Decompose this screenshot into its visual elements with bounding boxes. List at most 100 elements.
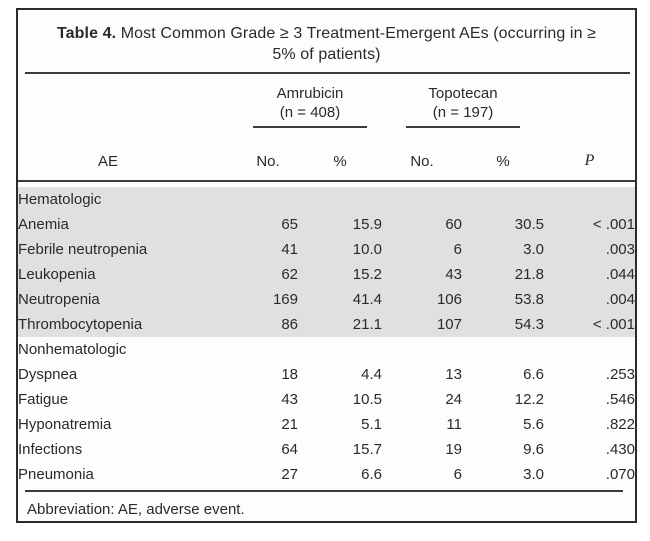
empty-header-cell — [18, 74, 238, 128]
p-value-cell: < .001 — [592, 316, 635, 333]
amrubicin-pct-cell: 4.4 — [361, 366, 382, 383]
p-value-cell: .546 — [605, 391, 635, 408]
topotecan-pct-cell: 21.8 — [514, 266, 544, 283]
topotecan-pct-cell: 53.8 — [514, 291, 544, 308]
amrubicin-no-cell: 62 — [281, 266, 298, 283]
column-header-p: P — [544, 128, 635, 182]
amrubicin-pct-cell: 15.9 — [352, 216, 382, 233]
section-label-row: Hematologic — [18, 187, 635, 212]
ae-name-cell: Leukopenia — [18, 266, 96, 283]
table-title-label: Table 4. — [56, 25, 117, 42]
p-value-cell: .003 — [605, 241, 635, 258]
ae-name-cell: Infections — [18, 441, 83, 458]
p-value-cell: .044 — [605, 266, 635, 283]
column-header-ae: AE — [18, 128, 238, 182]
topotecan-no-cell: 106 — [436, 291, 462, 308]
ae-row: Neutropenia 169 41.4 106 53.8 .004 — [18, 287, 635, 312]
amrubicin-pct-cell: 5.1 — [361, 416, 382, 433]
column-header-topotecan-no: No. — [382, 128, 462, 182]
ae-name-cell: Pneumonia — [18, 466, 94, 483]
ae-row: Febrile neutropenia 41 10.0 6 3.0 .003 — [18, 237, 635, 262]
topotecan-no-cell: 43 — [445, 266, 462, 283]
amrubicin-pct-cell: 6.6 — [361, 466, 382, 483]
ae-row: Leukopenia 62 15.2 43 21.8 .044 — [18, 262, 635, 287]
table-title: Table 4. Most Common Grade ≥ 3 Treatment… — [18, 10, 635, 65]
amrubicin-no-cell: 86 — [281, 316, 298, 333]
topotecan-pct-cell: 3.0 — [523, 466, 544, 483]
topotecan-no-cell: 19 — [445, 441, 462, 458]
topotecan-no-cell: 13 — [445, 366, 462, 383]
ae-row: Dyspnea 18 4.4 13 6.6 .253 — [18, 362, 635, 387]
p-value-cell: .004 — [605, 291, 635, 308]
ae-name-cell: Hyponatremia — [18, 416, 112, 433]
group-header-amrubicin: Amrubicin (n = 408) — [238, 74, 382, 128]
amrubicin-no-cell: 41 — [281, 241, 298, 258]
p-value-cell: .822 — [605, 416, 635, 433]
ae-row: Fatigue 43 10.5 24 12.2 .546 — [18, 387, 635, 412]
treatment-group-row: Amrubicin (n = 408) Topotecan (n = 197) — [18, 74, 635, 128]
amrubicin-no-cell: 169 — [272, 291, 298, 308]
amrubicin-no-cell: 65 — [281, 216, 298, 233]
ae-table: Amrubicin (n = 408) Topotecan (n = 197) … — [18, 74, 635, 487]
p-value-cell: .430 — [605, 441, 635, 458]
topotecan-pct-cell: 54.3 — [514, 316, 544, 333]
section-label: Nonhematologic — [18, 341, 127, 358]
group-underline-topotecan — [406, 126, 520, 128]
amrubicin-pct-cell: 21.1 — [352, 316, 382, 333]
ae-name-cell: Anemia — [18, 216, 69, 233]
amrubicin-no-cell: 18 — [281, 366, 298, 383]
ae-row: Pneumonia 27 6.6 6 3.0 .070 — [18, 462, 635, 487]
ae-name-cell: Fatigue — [18, 391, 69, 408]
amrubicin-no-cell: 43 — [281, 391, 298, 408]
table-card: Table 4. Most Common Grade ≥ 3 Treatment… — [16, 8, 637, 523]
amrubicin-no-cell: 64 — [281, 441, 298, 458]
amrubicin-pct-cell: 10.0 — [352, 241, 382, 258]
topotecan-pct-cell: 3.0 — [523, 241, 544, 258]
section-nonhematologic: Nonhematologic Dyspnea 18 4.4 13 6.6 .253 Fatig… — [18, 337, 635, 487]
amrubicin-no-cell: 27 — [281, 466, 298, 483]
ae-row: Thrombocytopenia 86 21.1 107 54.3 < .001 — [18, 312, 635, 337]
ae-name-cell: Thrombocytopenia — [18, 316, 143, 333]
table-title-text: Most Common Grade ≥ 3 Treatment-Emergent… — [116, 25, 597, 63]
column-header-topotecan-pct: % — [462, 128, 544, 182]
amrubicin-pct-cell: 15.2 — [352, 266, 382, 283]
topotecan-no-cell: 6 — [453, 466, 462, 483]
group-n-topotecan: (n = 197) — [432, 104, 494, 121]
empty-header-cell — [544, 74, 635, 128]
ae-row: Hyponatremia 21 5.1 11 5.6 .822 — [18, 412, 635, 437]
topotecan-no-cell: 60 — [445, 216, 462, 233]
topotecan-no-cell: 6 — [453, 241, 462, 258]
group-n-amrubicin: (n = 408) — [279, 104, 341, 121]
section-hematologic: Hematologic Anemia 65 15.9 60 30.5 < .001 Febri… — [18, 187, 635, 337]
section-label-row: Nonhematologic — [18, 337, 635, 362]
topotecan-pct-cell: 6.6 — [523, 366, 544, 383]
amrubicin-pct-cell: 15.7 — [352, 441, 382, 458]
ae-name-cell: Neutropenia — [18, 291, 100, 308]
group-header-topotecan: Topotecan (n = 197) — [382, 74, 544, 128]
table-footnote: Abbreviation: AE, adverse event. — [27, 501, 245, 518]
topotecan-no-cell: 11 — [446, 416, 462, 433]
topotecan-pct-cell: 5.6 — [523, 416, 544, 433]
topotecan-no-cell: 107 — [436, 316, 462, 333]
section-label: Hematologic — [18, 191, 102, 208]
ae-name-cell: Febrile neutropenia — [18, 241, 148, 258]
topotecan-pct-cell: 12.2 — [514, 391, 544, 408]
ae-row: Infections 64 15.7 19 9.6 .430 — [18, 437, 635, 462]
column-header-amrubicin-pct: % — [298, 128, 382, 182]
title-divider — [25, 72, 630, 74]
table-header: Amrubicin (n = 408) Topotecan (n = 197) … — [18, 74, 635, 182]
topotecan-pct-cell: 9.6 — [523, 441, 544, 458]
ae-name-cell: Dyspnea — [18, 366, 78, 383]
amrubicin-no-cell: 21 — [281, 416, 298, 433]
group-name-amrubicin: Amrubicin — [276, 85, 344, 102]
amrubicin-pct-cell: 10.5 — [352, 391, 382, 408]
column-header-row: AE No. % No. % P — [18, 128, 635, 182]
p-value-cell: .253 — [605, 366, 635, 383]
topotecan-no-cell: 24 — [445, 391, 462, 408]
amrubicin-pct-cell: 41.4 — [352, 291, 382, 308]
p-value-cell: .070 — [605, 466, 635, 483]
column-header-amrubicin-no: No. — [238, 128, 298, 182]
group-name-topotecan: Topotecan — [428, 85, 498, 102]
p-value-cell: < .001 — [592, 216, 635, 233]
footnote-divider — [25, 490, 623, 492]
